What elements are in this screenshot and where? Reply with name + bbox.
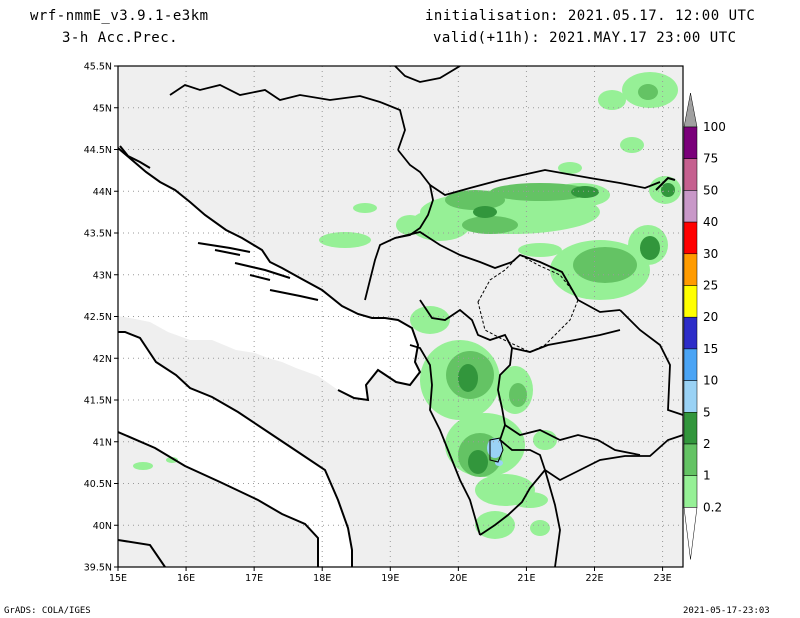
map-area [118,66,683,567]
lon-tick-label: 15E [109,573,127,584]
colorbar-swatch [683,348,698,381]
longitude-axis: 15E 16E 17E 18E 19E 20E 21E 22E 23E [109,567,672,584]
colorbar-label: 5 [703,405,711,419]
colorbar-swatch [683,190,698,223]
colorbar-bottom-arrow [683,507,698,560]
lat-tick-label: 45.5N [84,62,112,73]
lat-tick-label: 42N [93,354,112,365]
lon-tick-label: 16E [177,573,195,584]
colorbar-label: 50 [703,183,718,197]
footer-credit: GrADS: COLA/IGES [4,606,91,616]
lon-tick-label: 23E [654,573,672,584]
initialisation-time: initialisation: 2021.05.17. 12:00 UTC [425,8,756,24]
colorbar-swatch [683,380,698,413]
field-title: 3-h Acc.Prec. [62,30,179,46]
colorbar-swatch [683,412,698,445]
valid-time: valid(+11h): 2021.MAY.17 23:00 UTC [433,30,737,46]
footer-timestamp: 2021-05-17-23:03 [683,606,770,616]
colorbar-swatch [683,158,698,191]
lon-tick-label: 17E [245,573,263,584]
lake-outline [489,437,504,463]
lat-tick-label: 40N [93,521,112,532]
lat-tick-label: 41.5N [84,396,112,407]
model-title: wrf-nmmE_v3.9.1-e3km [30,8,209,24]
colorbar-swatch [683,285,698,318]
lat-tick-label: 45N [93,103,112,114]
lat-lon-grid [118,66,683,567]
colorbar-swatch [683,253,698,286]
colorbar-label: 100 [703,120,726,134]
lon-tick-label: 20E [449,573,467,584]
lon-tick-label: 22E [585,573,603,584]
lat-tick-label: 43.5N [84,229,112,240]
lon-tick-label: 18E [313,573,331,584]
lon-tick-label: 19E [381,573,399,584]
lon-tick-label: 21E [517,573,535,584]
latitude-axis: 45.5N 45N 44.5N 44N 43.5N 43N 42.5N 42N 41.5N 41N… [84,62,118,574]
lat-tick-label: 39.5N [84,563,112,574]
colorbar-label: 30 [703,247,718,261]
colorbar-label: 20 [703,310,718,324]
colorbar-label: 40 [703,215,718,229]
colorbar-swatch [683,221,698,255]
kosovo-border [477,254,579,353]
lat-tick-label: 44N [93,187,112,198]
colorbar-swatch [683,475,698,508]
country-borders [169,66,683,567]
lat-tick-label: 44.5N [84,145,112,156]
colorbar-label: 75 [703,152,718,166]
colorbar-swatch [683,316,698,350]
lat-tick-label: 42.5N [84,312,112,323]
colorbar-label: 2 [703,437,711,451]
lat-tick-label: 43N [93,270,112,281]
colorbar-label: 1 [703,469,711,483]
colorbar-label: 15 [703,342,718,356]
italy-land [118,432,318,567]
lat-tick-label: 40.5N [84,479,112,490]
colorbar-swatch [683,126,698,159]
lat-tick-label: 41N [93,437,112,448]
colorbar-label: 10 [703,374,718,388]
colorbar-top-arrow [683,92,698,128]
coastlines [118,145,676,567]
colorbar-label: 0.2 [703,500,722,514]
colorbar-label: 25 [703,279,718,293]
colorbar-swatch [683,443,698,476]
calabria-land [118,540,165,567]
colorbar: 100 75 50 40 30 25 20 15 10 5 2 1 0.2 [683,92,726,560]
precipitation-field [133,72,681,539]
